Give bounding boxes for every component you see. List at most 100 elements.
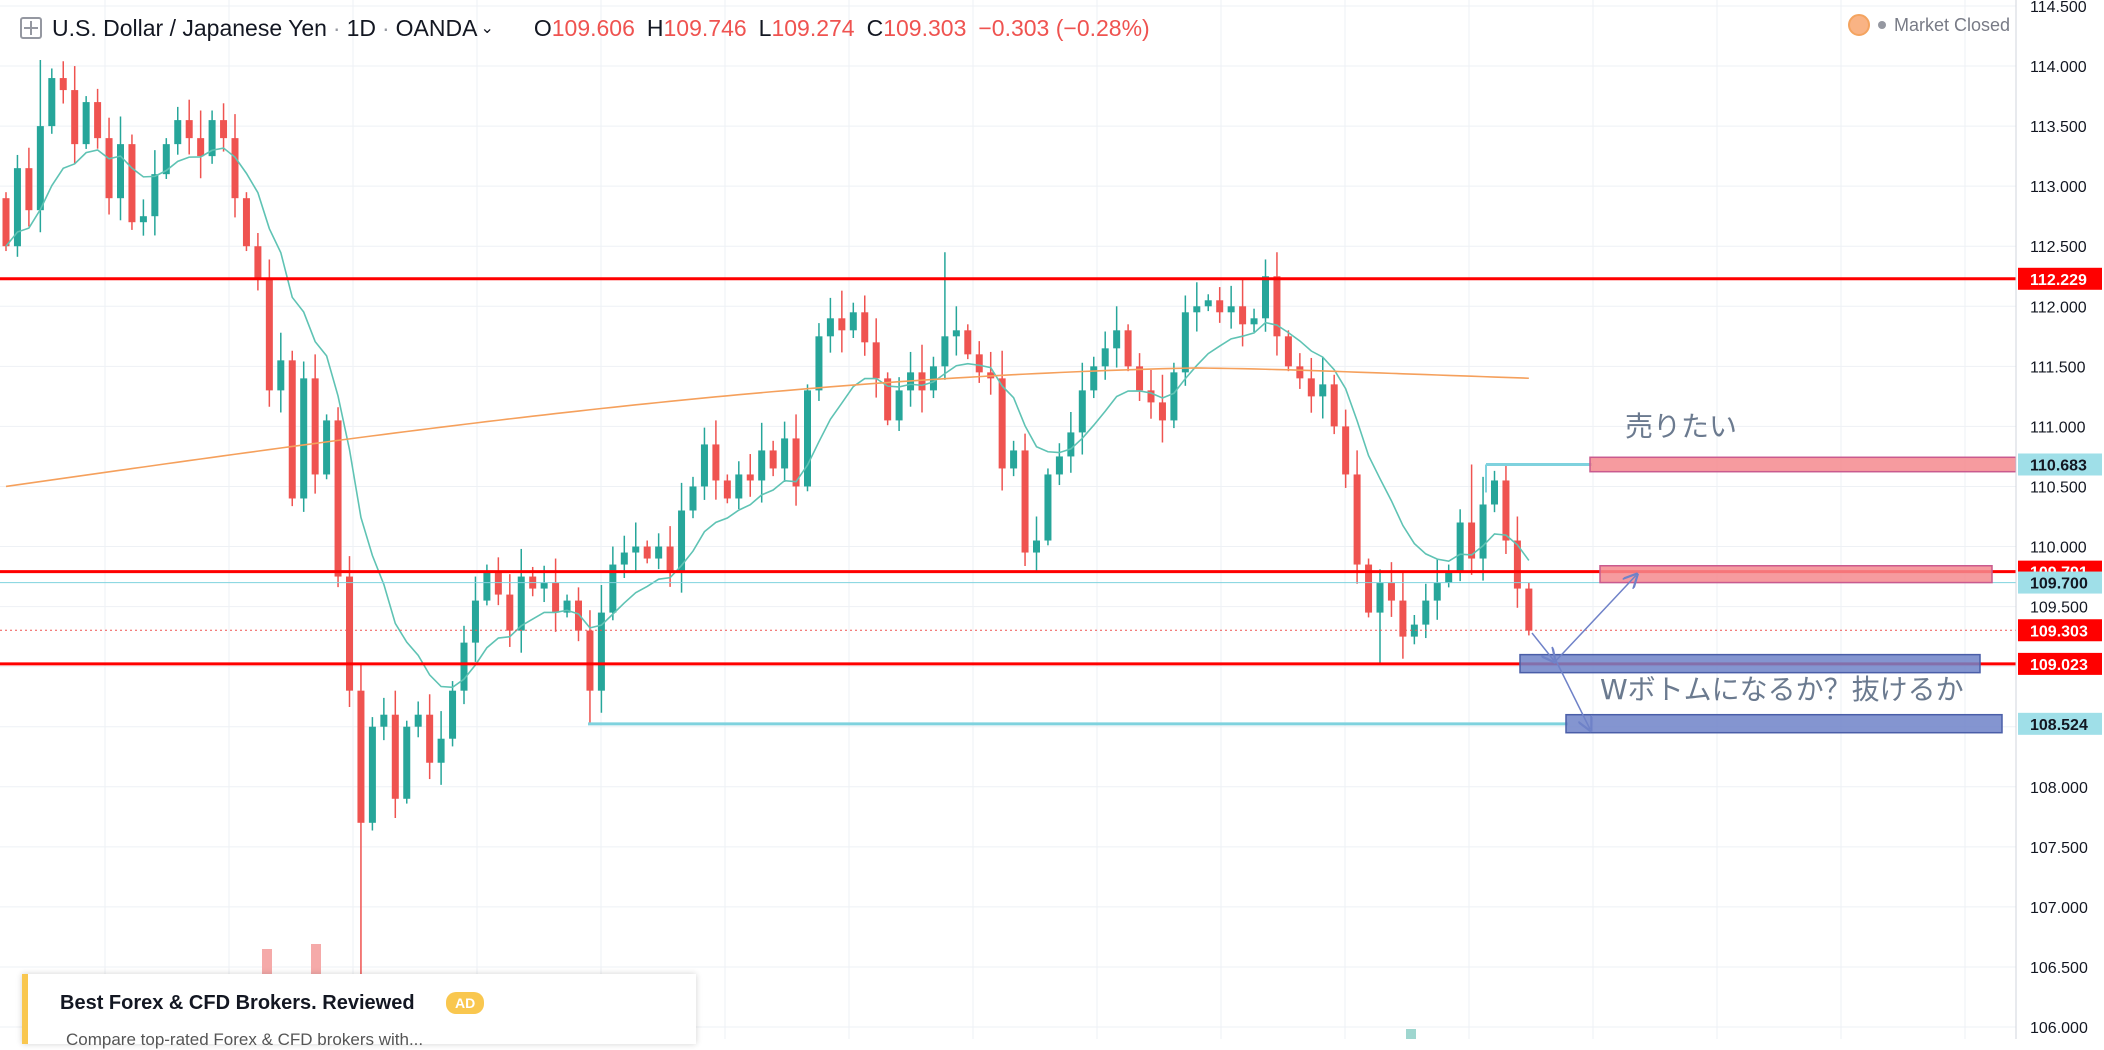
candle-body (1262, 276, 1269, 319)
candle-body (1055, 456, 1063, 475)
candle-body (815, 336, 823, 391)
chevron-down-icon[interactable]: ⌄ (480, 20, 494, 37)
price-label: 109.303 (2030, 623, 2088, 640)
candle-body (94, 102, 102, 139)
price-label-box (2018, 712, 2102, 735)
price-tick-label: 114.500 (2030, 0, 2087, 16)
candle-body (460, 642, 468, 691)
market-status: Market Closed (1847, 14, 2010, 36)
candle-body (1136, 366, 1144, 391)
ma-slow-line (5, 367, 1529, 488)
double-bottom-box (1519, 653, 1981, 674)
candle-body (1502, 480, 1510, 541)
candle-body (242, 198, 250, 247)
candle-body (929, 366, 937, 391)
grid (0, 0, 2016, 1039)
candle-body (1044, 474, 1052, 541)
candle-body (689, 486, 697, 511)
ad-title[interactable]: Best Forex & CFD Brokers. Reviewed (60, 992, 415, 1014)
symbol-header: U.S. Dollar / Japanese Yen · 1D · OANDA … (0, 0, 1162, 56)
candle-body (1525, 588, 1533, 631)
candle-body (1422, 600, 1430, 625)
candle-body (1513, 540, 1521, 589)
price-label-box (2018, 652, 2102, 675)
candle-body (941, 336, 949, 367)
candle-body (1021, 450, 1029, 553)
ad-banner[interactable]: Best Forex & CFD Brokers. Reviewed AD Co… (22, 974, 696, 1049)
price-tick-label: 111.500 (2030, 359, 2086, 376)
price-tick-label: 110.000 (2030, 540, 2087, 557)
candle-body (666, 546, 674, 571)
open-value: 109.606 (551, 14, 635, 41)
ma-fast-line (5, 147, 1530, 689)
candle-body (265, 279, 273, 391)
price-label-box (2018, 453, 2102, 476)
candle-body (1124, 330, 1132, 367)
candle-body (1353, 474, 1361, 565)
candle-body (357, 690, 365, 823)
session-icon (1847, 14, 1870, 36)
arrow-down (1531, 632, 1554, 661)
candle-body (1284, 336, 1292, 367)
broker-label[interactable]: OANDA (395, 14, 478, 41)
breakdown-box (1565, 713, 2003, 734)
candle-body (1479, 504, 1487, 559)
candle-body (758, 450, 766, 481)
candle-body (620, 552, 628, 565)
candle-body (1399, 600, 1407, 637)
candle-body (1067, 432, 1075, 457)
candle-body (712, 444, 720, 481)
candle-body (861, 312, 869, 343)
candle-body (918, 372, 926, 391)
price-label-box (2018, 267, 2102, 290)
candle-body (1491, 480, 1498, 505)
candles (2, 60, 1533, 1027)
arrow-down-break (1555, 660, 1590, 729)
candle-body (678, 510, 686, 571)
candle-body (895, 390, 903, 421)
candle-body (1445, 570, 1453, 583)
symbol-name[interactable]: U.S. Dollar / Japanese Yen (52, 14, 327, 41)
candle-body (185, 120, 193, 139)
candle-body (540, 582, 548, 589)
candle-body (277, 360, 285, 391)
candle-body (952, 330, 960, 337)
close-value: 109.303 (883, 14, 967, 41)
candle-body (700, 444, 708, 487)
candle-body (1387, 582, 1395, 601)
candle-body (13, 168, 21, 247)
candle-body (300, 378, 308, 499)
interval-label[interactable]: 1D (346, 14, 376, 41)
candle-body (597, 612, 605, 691)
candle-body (36, 126, 44, 211)
candle-body (1365, 564, 1373, 613)
price-tick-label: 108.000 (2030, 780, 2088, 797)
candle-body (1090, 366, 1098, 391)
candle-body (1273, 276, 1281, 337)
candle-body (769, 450, 777, 469)
candle-body (105, 138, 113, 199)
annotation-sell: 売りたい (1625, 410, 1737, 443)
candle-body (735, 474, 743, 499)
candle-body (1319, 384, 1327, 397)
candle-body (1033, 540, 1040, 553)
candle-body (1227, 306, 1235, 313)
candle-body (1296, 366, 1304, 379)
candle-body (380, 714, 388, 727)
candle-body (1307, 378, 1315, 397)
candle-body (872, 342, 880, 379)
candle-body (632, 546, 640, 553)
candle-body (426, 714, 434, 763)
price-label: 109.700 (2030, 576, 2088, 593)
candle-body (471, 600, 479, 643)
price-tick-label: 110.500 (2030, 479, 2087, 496)
candle-body (781, 438, 789, 469)
candle-body (208, 120, 216, 157)
candle-body (517, 576, 525, 631)
candle-body (1193, 306, 1201, 313)
candle-body (483, 570, 491, 601)
add-symbol-icon[interactable] (20, 17, 42, 39)
price-tick-label: 114.000 (2030, 59, 2087, 76)
candle-body (552, 582, 560, 613)
